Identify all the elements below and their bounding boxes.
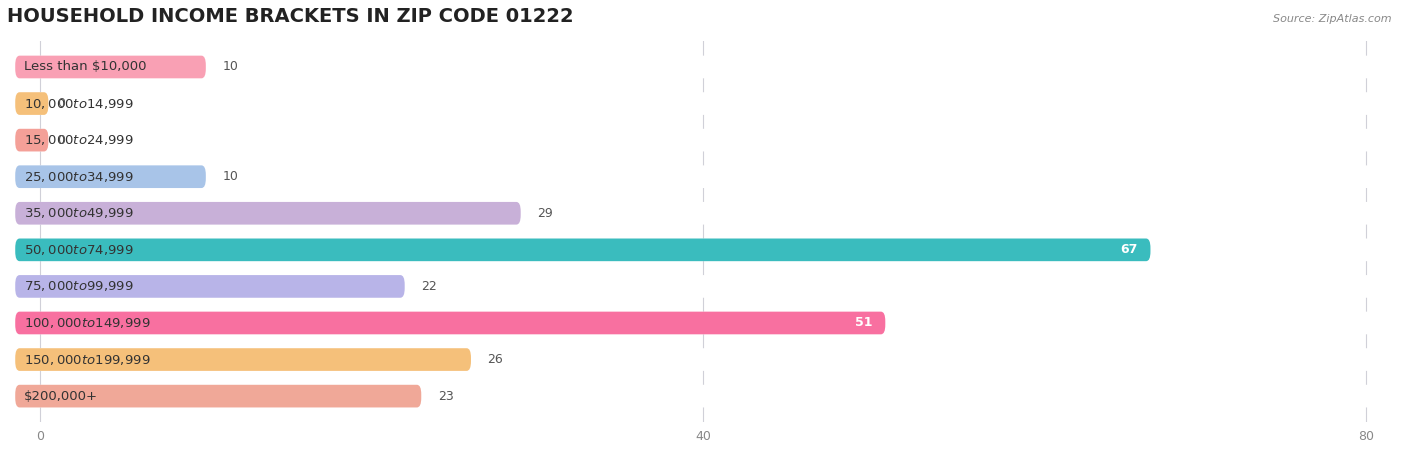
- Text: 0: 0: [56, 97, 65, 110]
- Text: $10,000 to $14,999: $10,000 to $14,999: [24, 97, 134, 111]
- FancyBboxPatch shape: [15, 92, 1391, 115]
- FancyBboxPatch shape: [15, 202, 1391, 225]
- FancyBboxPatch shape: [15, 165, 1391, 188]
- FancyBboxPatch shape: [15, 312, 886, 334]
- Text: $150,000 to $199,999: $150,000 to $199,999: [24, 352, 150, 367]
- FancyBboxPatch shape: [15, 238, 1391, 261]
- FancyBboxPatch shape: [15, 129, 1391, 152]
- Text: 10: 10: [222, 170, 238, 183]
- Text: 0: 0: [56, 134, 65, 147]
- Text: Source: ZipAtlas.com: Source: ZipAtlas.com: [1274, 14, 1392, 23]
- Text: HOUSEHOLD INCOME BRACKETS IN ZIP CODE 01222: HOUSEHOLD INCOME BRACKETS IN ZIP CODE 01…: [7, 7, 574, 26]
- Text: 22: 22: [422, 280, 437, 293]
- FancyBboxPatch shape: [15, 202, 520, 225]
- Text: Less than $10,000: Less than $10,000: [24, 60, 146, 73]
- Text: 10: 10: [222, 60, 238, 73]
- Text: $100,000 to $149,999: $100,000 to $149,999: [24, 316, 150, 330]
- FancyBboxPatch shape: [15, 348, 1391, 371]
- Text: $25,000 to $34,999: $25,000 to $34,999: [24, 170, 134, 184]
- FancyBboxPatch shape: [15, 275, 1391, 298]
- FancyBboxPatch shape: [15, 56, 205, 78]
- Text: $75,000 to $99,999: $75,000 to $99,999: [24, 279, 134, 293]
- FancyBboxPatch shape: [15, 385, 422, 407]
- Text: $50,000 to $74,999: $50,000 to $74,999: [24, 243, 134, 257]
- FancyBboxPatch shape: [15, 56, 1391, 78]
- Text: $15,000 to $24,999: $15,000 to $24,999: [24, 133, 134, 147]
- Text: 26: 26: [488, 353, 503, 366]
- FancyBboxPatch shape: [15, 312, 1391, 334]
- FancyBboxPatch shape: [15, 348, 471, 371]
- Text: 23: 23: [437, 390, 454, 403]
- FancyBboxPatch shape: [15, 275, 405, 298]
- Text: $200,000+: $200,000+: [24, 390, 97, 403]
- FancyBboxPatch shape: [15, 165, 205, 188]
- Text: $35,000 to $49,999: $35,000 to $49,999: [24, 206, 134, 220]
- Text: 29: 29: [537, 207, 553, 220]
- FancyBboxPatch shape: [15, 385, 1391, 407]
- FancyBboxPatch shape: [15, 238, 1150, 261]
- Text: 51: 51: [855, 316, 872, 329]
- Text: 67: 67: [1119, 243, 1137, 256]
- FancyBboxPatch shape: [15, 129, 48, 152]
- FancyBboxPatch shape: [15, 92, 48, 115]
